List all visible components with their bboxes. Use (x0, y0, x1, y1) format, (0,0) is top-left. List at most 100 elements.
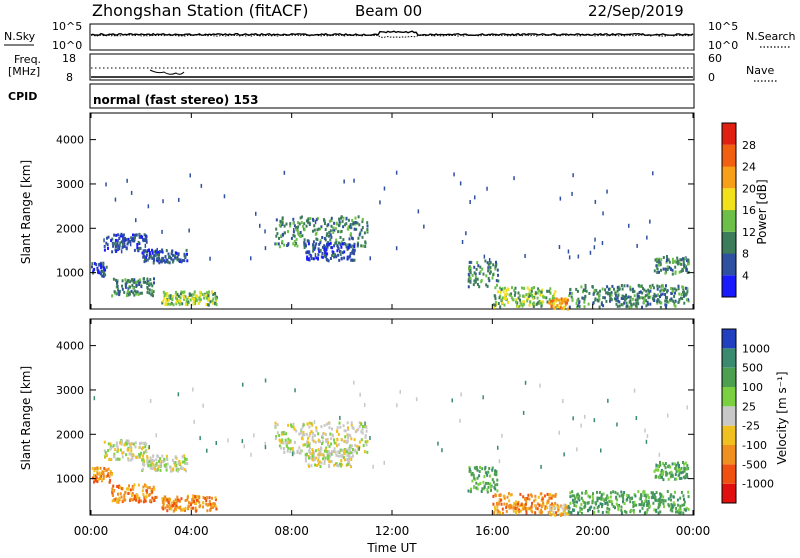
echo-cell (564, 303, 567, 307)
echo-cell (522, 410, 525, 415)
echo-cell (495, 260, 497, 264)
echo-cell (676, 262, 679, 266)
echo-cell (467, 279, 470, 283)
echo-cell (674, 259, 677, 263)
echo-cell (510, 296, 513, 300)
echo-cell (93, 473, 95, 477)
echo-cell (177, 294, 180, 298)
echo-cell (415, 397, 418, 402)
colorbar-tick-label: 20 (742, 182, 756, 195)
echo-cell (560, 505, 563, 509)
echo-cell (657, 511, 660, 515)
echo-cell (679, 496, 682, 500)
echo-cell (206, 291, 209, 295)
echo-cell (641, 305, 643, 309)
echo-cell (608, 500, 611, 503)
echo-cell (617, 507, 620, 511)
echo-cell (92, 269, 95, 273)
echo-cell (131, 494, 133, 498)
echo-cell (605, 299, 608, 303)
echo-cell (152, 294, 154, 298)
echo-cell (482, 272, 485, 276)
echo-cell (657, 506, 660, 510)
echo-cell (526, 286, 529, 290)
colorbar-segment (722, 188, 736, 211)
echo-cell (495, 262, 498, 266)
echo-cell (677, 287, 680, 291)
echo-cell (317, 456, 320, 460)
echo-cell (162, 497, 165, 501)
echo-cell (505, 289, 508, 293)
echo-cell (640, 500, 643, 504)
echo-cell (321, 442, 323, 445)
echo-cell (592, 291, 595, 295)
echo-cell (164, 255, 167, 259)
echo-cell (316, 464, 318, 467)
echo-cell (560, 303, 563, 307)
echo-cell (168, 503, 171, 507)
echo-cell (172, 467, 175, 471)
echo-cell (664, 466, 667, 470)
echo-cell (642, 301, 645, 304)
echo-cell (679, 511, 682, 515)
echo-cell (325, 438, 328, 442)
echo-cell (133, 248, 136, 252)
echo-cell (615, 502, 618, 506)
echo-cell (483, 254, 486, 259)
echo-cell (347, 225, 350, 229)
echo-cell (275, 242, 278, 246)
noise-panel-frame (89, 23, 695, 51)
nave-dip (149, 69, 185, 75)
echo-cell (281, 217, 284, 221)
echo-cell (626, 304, 629, 308)
echo-cell (620, 296, 623, 300)
echo-cell (473, 271, 476, 275)
echo-cell (606, 494, 609, 498)
echo-cell (156, 256, 159, 260)
echo-cell (188, 292, 191, 296)
echo-cell (293, 451, 296, 455)
echo-cell (293, 234, 296, 238)
echo-cell (580, 511, 583, 515)
echo-cell (479, 481, 482, 485)
echo-cell (130, 190, 133, 195)
echo-cell (676, 498, 679, 502)
echo-cell (556, 304, 559, 308)
echo-cell (317, 247, 320, 251)
echo-cell (667, 497, 670, 501)
echo-cell (120, 442, 123, 446)
echo-cell (211, 299, 214, 303)
echo-cell (599, 502, 602, 506)
echo-cell (264, 229, 266, 234)
echo-cell (562, 299, 565, 303)
echo-cell (179, 462, 182, 466)
echo-cell (470, 260, 473, 264)
echo-cell (186, 303, 189, 306)
freq-left-tick-bottom: 8 (66, 71, 73, 84)
echo-cell (324, 222, 326, 226)
echo-cell (548, 289, 551, 293)
echo-cell (287, 437, 290, 441)
echo-cell (284, 438, 287, 442)
echo-cell (163, 463, 166, 467)
echo-cell (471, 273, 474, 277)
echo-cell (324, 250, 327, 254)
echo-cell (610, 291, 613, 295)
echo-cell (470, 487, 472, 491)
echo-cell (417, 209, 420, 214)
echo-cell (281, 219, 284, 223)
echo-cell (329, 432, 332, 436)
echo-cell (678, 262, 681, 266)
echo-cell (609, 495, 612, 499)
echo-cell (295, 237, 298, 241)
echo-cell (132, 485, 135, 489)
echo-cell (142, 255, 145, 259)
echo-cell (148, 291, 151, 295)
echo-cell (343, 429, 346, 433)
echo-cell (303, 246, 306, 249)
colorbar-tick-label: -100 (742, 439, 767, 452)
echo-cell (511, 286, 513, 290)
echo-cell (129, 242, 132, 247)
colorbar-tick-label: 1000 (742, 342, 770, 355)
